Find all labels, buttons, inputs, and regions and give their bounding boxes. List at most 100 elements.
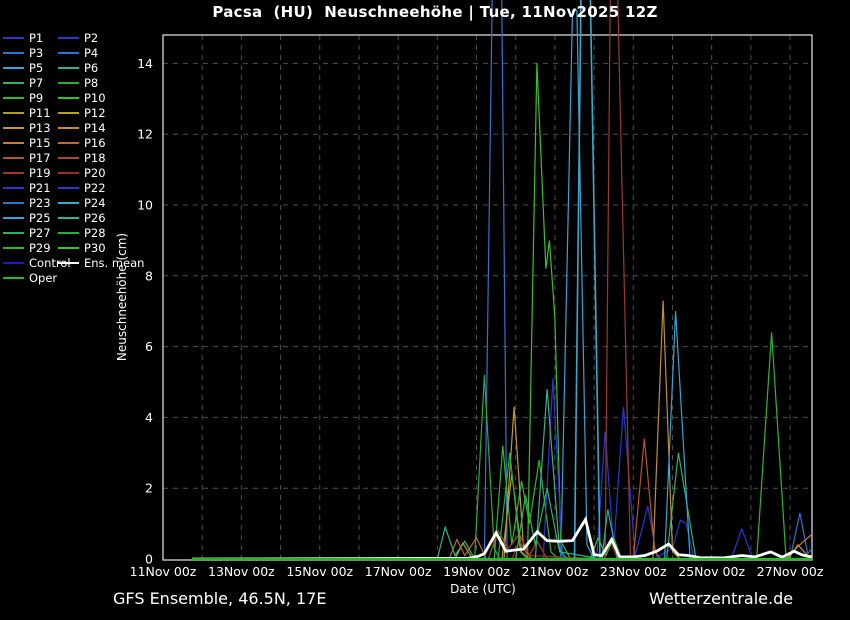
legend-swatch [58,127,79,130]
x-axis-label: Date (UTC) [450,582,516,596]
branding-text: Wetterzentrale.de [649,589,794,608]
legend-swatch [58,82,79,85]
series-P21 [192,378,812,560]
legend-label: P14 [84,121,106,135]
legend-label: P5 [29,61,44,75]
legend-swatch [3,157,24,160]
legend-label: Control [29,256,71,270]
legend-label: P16 [84,136,106,150]
x-tick-label: 21Nov 00z [522,564,589,579]
legend-swatch [58,97,79,100]
legend-label: P12 [84,106,106,120]
y-tick-label: 14 [137,56,153,71]
series-P3 [192,0,812,560]
series-P13 [192,406,812,560]
legend-label: P23 [29,196,51,210]
legend-label: P18 [84,151,106,165]
y-tick-label: 10 [137,198,153,213]
legend-label: Ens. mean [84,256,145,270]
legend-label: P4 [84,46,99,60]
x-tick-label: 19Nov 00z [443,564,510,579]
series-Ens-mean [191,515,813,561]
legend-swatch [3,247,24,250]
legend-swatch [3,187,24,190]
legend-label: P29 [29,241,51,255]
x-tick-label: 25Nov 00z [678,564,745,579]
legend-label: P30 [84,241,106,255]
y-tick-label: 4 [145,410,153,425]
legend-swatch [3,277,24,280]
legend-label: P10 [84,91,106,105]
legend-label: P6 [84,61,99,75]
series-P2 [192,406,812,560]
legend-label: P2 [84,31,99,45]
legend-label: P24 [84,196,106,210]
x-tick-label: 11Nov 00z [130,564,197,579]
legend-swatch [58,37,79,40]
legend-swatch [3,142,24,145]
legend-swatch [3,97,24,100]
legend-swatch [58,232,79,235]
legend-swatch [58,217,79,220]
legend-swatch [58,157,79,160]
y-axis-label: Neuschneehöhe (cm) [115,232,129,362]
legend-swatch [58,52,79,55]
x-tick-label: 15Nov 00z [286,564,353,579]
series-P10 [192,63,812,560]
y-tick-label: 12 [137,127,153,142]
legend-swatch [58,172,79,175]
x-tick-label: 17Nov 00z [365,564,432,579]
legend-swatch [58,112,79,115]
legend-swatch [3,82,24,85]
model-info-text: GFS Ensemble, 46.5N, 17E [113,589,327,608]
legend-label: P25 [29,211,51,225]
legend-label: P27 [29,226,51,240]
y-tick-label: 6 [145,339,153,354]
series-P26 [192,389,812,560]
legend-swatch [3,217,24,220]
legend-label: P19 [29,166,51,180]
x-tick-label: 27Nov 00z [757,564,824,579]
legend-swatch [58,142,79,145]
legend-label: Oper [29,271,58,285]
y-tick-label: 8 [145,268,153,283]
legend-label: P20 [84,166,106,180]
y-tick-label: 2 [145,481,153,496]
series-P8 [192,374,812,560]
legend-swatch [3,127,24,130]
legend-swatch [58,262,79,265]
y-tick-label: 0 [145,552,153,567]
legend-label: P22 [84,181,106,195]
legend-label: P1 [29,31,44,45]
x-tick-label: 23Nov 00z [600,564,667,579]
series-P5 [192,9,812,560]
legend-label: P15 [29,136,51,150]
legend-swatch [3,262,24,265]
legend-label: P8 [84,76,99,90]
legend-label: P26 [84,211,106,225]
legend-swatch [3,67,24,70]
legend-swatch [58,202,79,205]
legend-swatch [3,37,24,40]
legend-label: P17 [29,151,51,165]
legend-swatch [58,187,79,190]
chart-title: Pacsa (HU) Neuschneehöhe | Tue, 11Nov202… [212,3,658,21]
legend-swatch [58,247,79,250]
legend-label: P13 [29,121,51,135]
legend-swatch [3,52,24,55]
series-P9 [192,445,812,560]
legend-swatch [58,67,79,70]
legend-label: P9 [29,91,44,105]
legend-label: P7 [29,76,44,90]
legend-swatch [3,232,24,235]
x-tick-label: 13Nov 00z [208,564,275,579]
legend-label: P21 [29,181,51,195]
legend-swatch [3,172,24,175]
legend-label: P3 [29,46,44,60]
legend-label: P28 [84,226,106,240]
legend-label: P11 [29,106,51,120]
legend-swatch [3,112,24,115]
legend-swatch [3,202,24,205]
